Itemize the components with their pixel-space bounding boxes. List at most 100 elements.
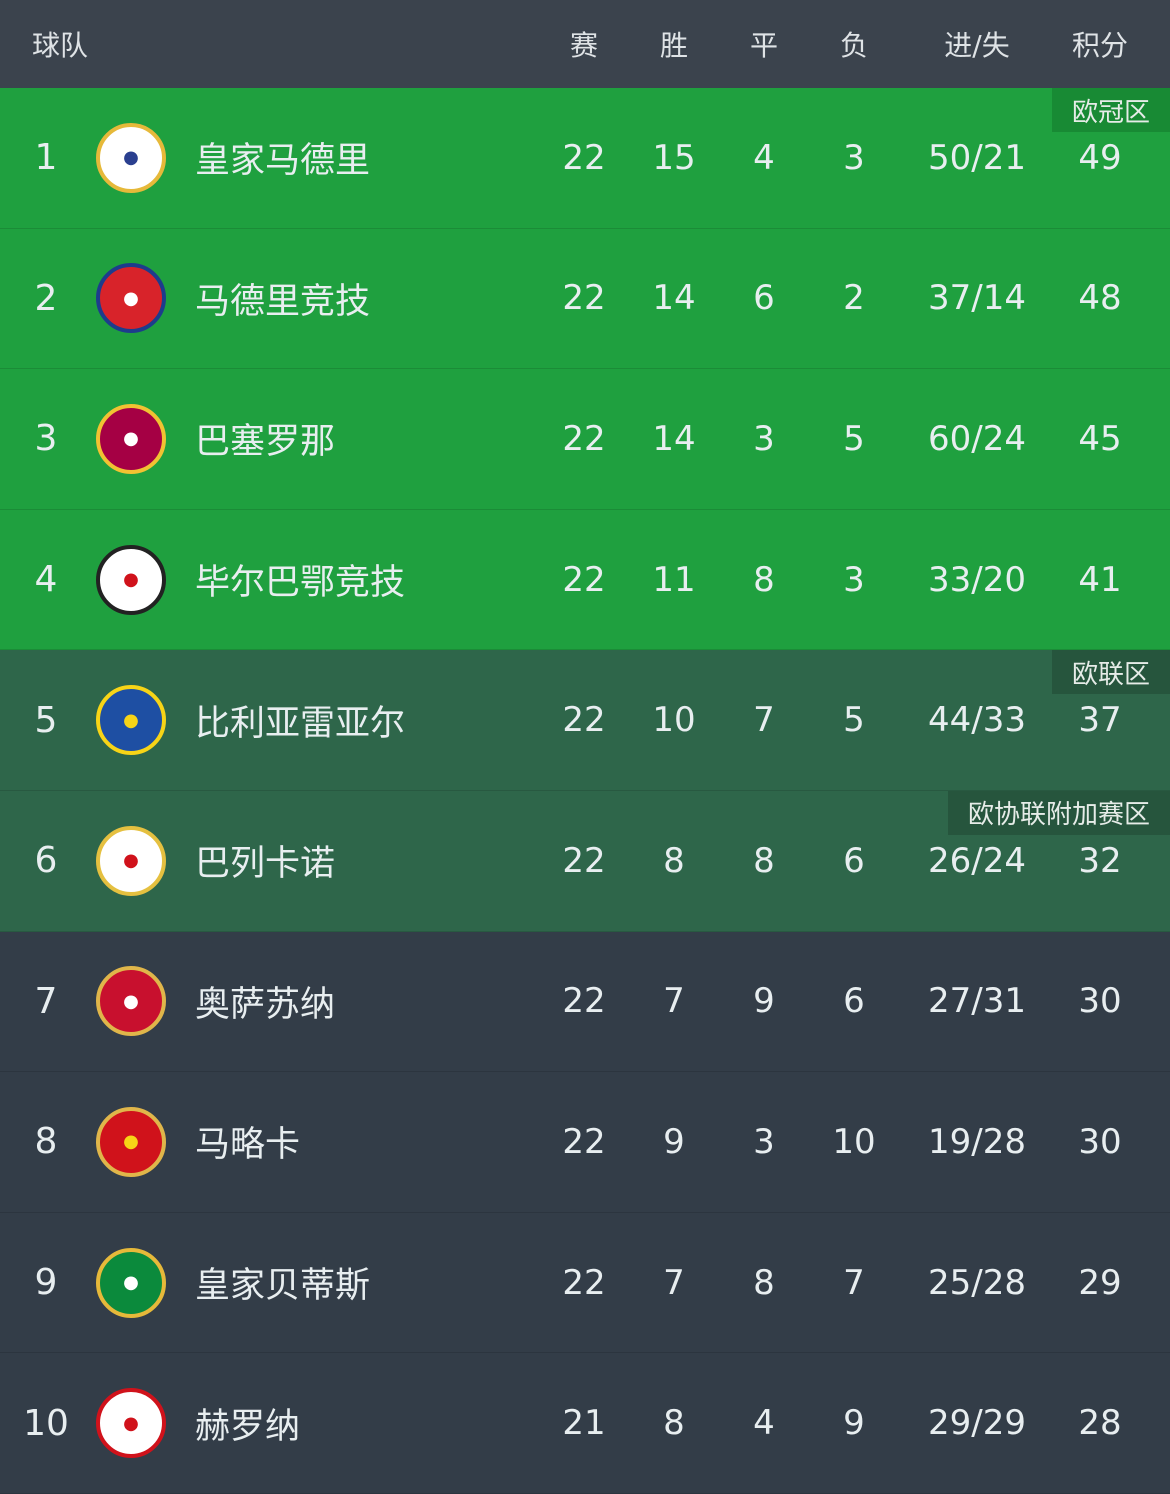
zone-badge: 欧冠区 xyxy=(1051,88,1170,132)
rank: 5 xyxy=(34,699,58,741)
won-value: 7 xyxy=(663,981,685,1022)
drawn-value: 9 xyxy=(753,981,775,1022)
team-name[interactable]: 奥萨苏纳 xyxy=(195,984,336,1025)
table-row[interactable]: 4 ● 毕尔巴鄂竞技 22 11 8 3 33/20 41 xyxy=(0,509,1170,651)
won-value: 9 xyxy=(663,1121,685,1162)
goals-value: 25/28 xyxy=(928,1262,1026,1303)
points-value: 28 xyxy=(1078,1403,1122,1444)
lost-value: 3 xyxy=(843,137,865,178)
team-name[interactable]: 比利亚雷亚尔 xyxy=(195,703,406,744)
rank: 6 xyxy=(34,840,58,882)
rank: 2 xyxy=(34,277,58,319)
lost-value: 7 xyxy=(843,1262,865,1303)
won-value: 8 xyxy=(663,1403,685,1444)
played-value: 22 xyxy=(562,1121,606,1162)
goals-value: 37/14 xyxy=(928,278,1026,319)
played-value: 22 xyxy=(562,278,606,319)
table-row[interactable]: 8 ● 马略卡 22 9 3 10 19/28 30 xyxy=(0,1072,1170,1213)
real-madrid-crest-icon: ● xyxy=(96,122,166,193)
lost-value: 6 xyxy=(843,840,865,881)
points-value: 30 xyxy=(1078,1121,1122,1162)
table-row[interactable]: 3 ● 巴塞罗那 22 14 3 5 60/24 45 xyxy=(0,369,1170,510)
goals-value: 26/24 xyxy=(928,840,1026,881)
table-row[interactable]: 9 ● 皇家贝蒂斯 22 7 8 7 25/28 29 xyxy=(0,1213,1170,1354)
zone-badge: 欧协联附加赛区 xyxy=(947,790,1170,835)
lost-value: 3 xyxy=(843,559,865,600)
won-value: 14 xyxy=(652,278,696,319)
real-betis-crest-icon: ● xyxy=(96,1247,166,1318)
drawn-value: 8 xyxy=(753,1262,775,1303)
drawn-value: 8 xyxy=(753,840,775,881)
mallorca-crest-icon: ● xyxy=(96,1106,166,1177)
points-value: 30 xyxy=(1078,981,1122,1022)
won-value: 14 xyxy=(652,418,696,459)
drawn-value: 3 xyxy=(753,1121,775,1162)
team-name[interactable]: 皇家贝蒂斯 xyxy=(195,1266,371,1307)
table-row[interactable]: 欧联区 5 ● 比利亚雷亚尔 22 10 7 5 44/33 37 xyxy=(0,650,1170,791)
goals-value: 27/31 xyxy=(928,981,1026,1022)
points-value: 49 xyxy=(1078,137,1122,178)
rank: 7 xyxy=(34,980,58,1022)
table-header: 球队 赛 胜 平 负 进/失 积分 xyxy=(0,0,1170,88)
team-name[interactable]: 巴列卡诺 xyxy=(195,844,336,885)
points-value: 37 xyxy=(1078,700,1122,741)
lost-value: 2 xyxy=(843,278,865,319)
goals-value: 29/29 xyxy=(928,1403,1026,1444)
table-row[interactable]: 2 ● 马德里竞技 22 14 6 2 37/14 48 xyxy=(0,228,1170,370)
athletic-bilbao-crest-icon: ● xyxy=(96,544,166,615)
standings-list: 欧冠区 1 ● 皇家马德里 22 15 4 3 50/21 49 2 ● 马德里竞技 22 14 6 2 37/1… xyxy=(0,88,1170,1494)
won-value: 15 xyxy=(652,137,696,178)
header-won: 胜 xyxy=(659,29,688,62)
goals-value: 19/28 xyxy=(928,1121,1026,1162)
header-goals: 进/失 xyxy=(944,29,1010,62)
goals-value: 33/20 xyxy=(928,559,1026,600)
rank: 3 xyxy=(34,418,58,460)
table-row[interactable]: 7 ● 奥萨苏纳 22 7 9 6 27/31 30 xyxy=(0,932,1170,1073)
drawn-value: 4 xyxy=(753,137,775,178)
points-value: 41 xyxy=(1078,559,1122,600)
lost-value: 5 xyxy=(843,700,865,741)
table-row[interactable]: 欧协联附加赛区 6 ● 巴列卡诺 22 8 8 6 26/24 32 xyxy=(0,790,1170,932)
played-value: 22 xyxy=(562,700,606,741)
won-value: 8 xyxy=(663,840,685,881)
team-name[interactable]: 毕尔巴鄂竞技 xyxy=(195,563,406,604)
lost-value: 10 xyxy=(832,1121,876,1162)
table-row[interactable]: 欧冠区 1 ● 皇家马德里 22 15 4 3 50/21 49 xyxy=(0,88,1170,229)
lost-value: 5 xyxy=(843,418,865,459)
goals-value: 60/24 xyxy=(928,418,1026,459)
header-points: 积分 xyxy=(1071,29,1128,62)
played-value: 22 xyxy=(562,137,606,178)
lost-value: 9 xyxy=(843,1403,865,1444)
points-value: 32 xyxy=(1078,840,1122,881)
played-value: 22 xyxy=(562,1262,606,1303)
played-value: 22 xyxy=(562,418,606,459)
team-name[interactable]: 赫罗纳 xyxy=(195,1406,301,1447)
won-value: 7 xyxy=(663,1262,685,1303)
header-played: 赛 xyxy=(569,29,598,62)
rayo-vallecano-crest-icon: ● xyxy=(96,825,166,896)
rank: 8 xyxy=(34,1121,58,1163)
atletico-madrid-crest-icon: ● xyxy=(96,263,166,334)
played-value: 22 xyxy=(562,559,606,600)
team-name[interactable]: 皇家马德里 xyxy=(195,141,371,182)
header-team: 球队 xyxy=(32,29,89,62)
drawn-value: 4 xyxy=(753,1403,775,1444)
goals-value: 44/33 xyxy=(928,700,1026,741)
drawn-value: 6 xyxy=(753,278,775,319)
played-value: 22 xyxy=(562,840,606,881)
table-row[interactable]: 10 ● 赫罗纳 21 8 4 9 29/29 28 xyxy=(0,1353,1170,1494)
drawn-value: 3 xyxy=(753,418,775,459)
lost-value: 6 xyxy=(843,981,865,1022)
goals-value: 50/21 xyxy=(928,137,1026,178)
points-value: 48 xyxy=(1078,278,1122,319)
zone-badge: 欧联区 xyxy=(1051,650,1170,695)
villarreal-crest-icon: ● xyxy=(96,685,166,756)
played-value: 21 xyxy=(562,1403,606,1444)
team-name[interactable]: 马德里竞技 xyxy=(195,281,371,322)
won-value: 11 xyxy=(652,559,696,600)
team-name[interactable]: 马略卡 xyxy=(195,1125,301,1166)
team-name[interactable]: 巴塞罗那 xyxy=(195,422,336,463)
rank: 9 xyxy=(34,1262,58,1304)
points-value: 29 xyxy=(1078,1262,1122,1303)
barcelona-crest-icon: ● xyxy=(96,403,166,474)
